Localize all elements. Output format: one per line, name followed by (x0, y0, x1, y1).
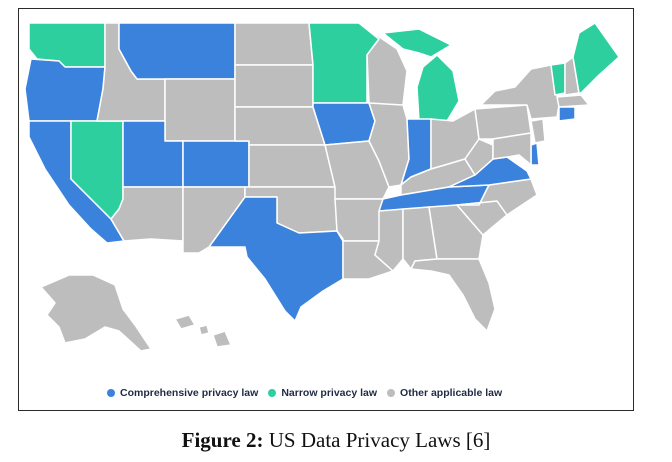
state-south-dakota (234, 64, 314, 108)
figure-frame: Comprehensive privacy law Narrow privacy… (18, 8, 634, 411)
legend-label-other: Other applicable law (400, 387, 503, 399)
caption-text: US Data Privacy Laws [6] (263, 428, 491, 452)
state-connecticut (558, 106, 576, 122)
state-montana (118, 22, 236, 80)
state-kansas (248, 144, 336, 188)
map-legend: Comprehensive privacy law Narrow privacy… (107, 387, 502, 399)
figure-caption: Figure 2: US Data Privacy Laws [6] (0, 428, 672, 453)
legend-item-narrow: Narrow privacy law (268, 387, 377, 399)
state-oregon (24, 58, 106, 122)
state-illinois (368, 102, 410, 188)
state-hawaii (174, 314, 232, 348)
state-georgia (428, 204, 484, 260)
legend-label-narrow: Narrow privacy law (281, 387, 378, 399)
state-florida (410, 258, 496, 332)
state-nebraska (234, 106, 326, 146)
legend-item-comprehensive: Comprehensive privacy law (107, 387, 258, 399)
legend-item-other: Other applicable law (387, 387, 502, 399)
state-new-jersey (530, 118, 546, 144)
state-colorado (182, 140, 250, 188)
state-maryland (492, 132, 532, 166)
state-iowa (312, 102, 376, 146)
state-michigan (382, 28, 460, 122)
state-delaware (530, 142, 540, 166)
us-map (24, 22, 620, 352)
legend-dot-narrow (268, 389, 277, 397)
legend-dot-other (387, 389, 396, 397)
legend-label-comprehensive: Comprehensive privacy law (120, 387, 259, 399)
state-maine (572, 22, 620, 94)
state-north-dakota (234, 22, 314, 66)
state-alaska (40, 274, 152, 352)
state-texas (208, 196, 344, 322)
state-wyoming (164, 78, 236, 142)
state-massachusetts (556, 94, 590, 108)
legend-dot-comprehensive (107, 389, 115, 397)
caption-label: Figure 2: (181, 428, 264, 452)
state-arkansas (334, 198, 384, 242)
